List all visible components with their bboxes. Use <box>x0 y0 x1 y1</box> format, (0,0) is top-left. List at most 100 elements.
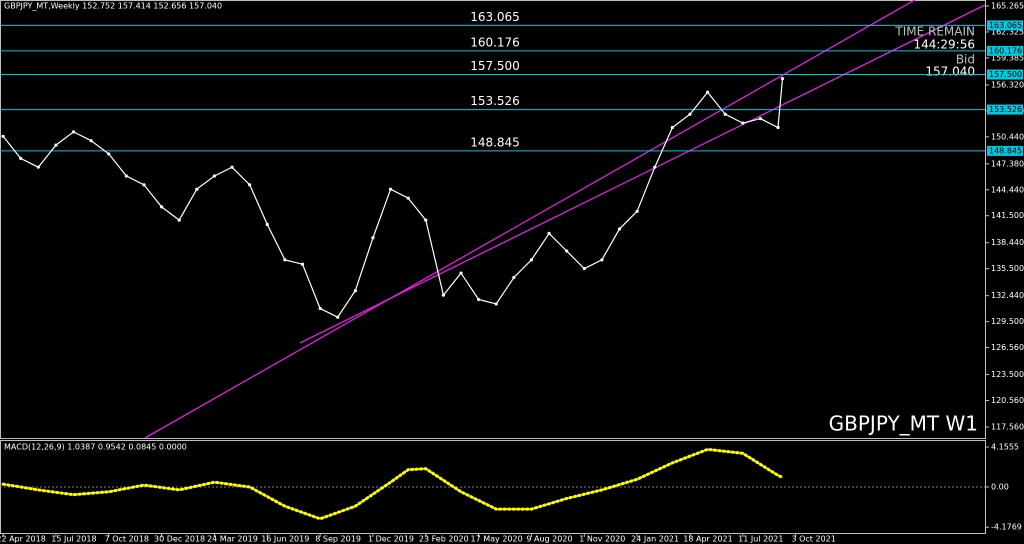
x-tick-label: 30 Dec 2018 <box>154 535 205 544</box>
macd-tick-label: 4.1555 <box>991 442 1019 451</box>
time-remain-label: TIME REMAIN <box>894 25 975 39</box>
price-point <box>248 183 252 187</box>
y-tick-label: 135.500 <box>991 264 1024 273</box>
price-level-tag <box>987 145 1023 156</box>
y-tick-label: 123.500 <box>991 370 1024 379</box>
price-point <box>300 262 305 266</box>
price-point <box>195 187 199 191</box>
price-point <box>283 258 287 262</box>
price-point <box>406 196 410 200</box>
macd-signal <box>1 447 784 521</box>
price-point <box>265 222 269 227</box>
price-point <box>670 125 674 130</box>
y-tick-label: 129.500 <box>991 317 1024 326</box>
price-point <box>71 130 76 134</box>
price-point <box>494 302 498 306</box>
x-tick-label: 8 Sep 2019 <box>315 535 361 544</box>
price-point <box>36 165 40 169</box>
price-point <box>582 267 586 271</box>
macd-tick-label: -4.1769 <box>991 523 1022 532</box>
price-point <box>230 165 234 169</box>
price-point <box>142 183 146 187</box>
bid-label: Bid <box>956 53 975 67</box>
x-tick-label: 3 Oct 2021 <box>791 535 835 544</box>
macd-label: MACD(12,26,9) 1.0387 0.9542 0.0845 0.000… <box>4 443 187 452</box>
price-point <box>780 76 785 81</box>
price-point <box>336 315 340 319</box>
price-point <box>776 125 780 130</box>
price-point <box>477 297 481 302</box>
price-point <box>54 143 58 147</box>
y-tick-label: 159.385 <box>991 53 1024 62</box>
x-tick-label: 1 Dec 2019 <box>368 535 414 544</box>
price-line <box>2 78 784 318</box>
price-point <box>565 249 569 253</box>
price-point <box>318 306 322 310</box>
y-tick-label: 147.380 <box>991 159 1024 168</box>
x-tick-label: 18 Apr 2021 <box>683 535 732 544</box>
price-level-label: 157.500 <box>470 59 520 73</box>
x-tick-label: 23 Feb 2020 <box>419 535 469 544</box>
price-point <box>424 218 428 222</box>
y-tick-label: 138.440 <box>991 238 1024 247</box>
x-tick-label: 9 Aug 2020 <box>526 535 572 544</box>
y-tick-label: 144.440 <box>991 185 1024 194</box>
price-level-tag-label: 148.845 <box>989 146 1022 155</box>
price-point <box>547 231 551 235</box>
watermark: GBPJPY_MT W1 <box>829 412 978 436</box>
x-tick-label: 16 Jun 2019 <box>261 535 309 544</box>
price-point <box>600 258 604 262</box>
price-point <box>19 156 23 160</box>
channel-line <box>299 4 986 344</box>
price-level-tag <box>987 104 1023 115</box>
price-point <box>388 187 393 191</box>
price-level-tag <box>987 20 1023 31</box>
price-point <box>512 275 516 280</box>
price-point <box>653 165 657 169</box>
price-point <box>741 121 745 125</box>
x-tick-label: 15 Jul 2018 <box>51 535 96 544</box>
price-level-tag <box>987 69 1023 80</box>
price-point <box>212 174 217 178</box>
price-level-tag-label: 153.526 <box>989 105 1022 114</box>
y-tick-label: 132.440 <box>991 291 1024 300</box>
price-level-label: 148.845 <box>470 135 520 149</box>
x-tick-label: 17 May 2020 <box>471 535 523 544</box>
x-tick-label: 22 Apr 2018 <box>0 535 46 544</box>
price-point <box>107 152 111 156</box>
x-tick-label: 24 Jan 2021 <box>631 535 679 544</box>
y-tick-label: 120.560 <box>991 396 1024 405</box>
y-tick-label: 150.440 <box>991 132 1024 141</box>
price-point <box>1 134 5 138</box>
price-point <box>371 236 375 240</box>
price-point <box>635 209 639 213</box>
y-tick-label: 117.560 <box>991 422 1024 431</box>
price-point <box>723 112 727 116</box>
main-pane <box>0 0 986 439</box>
y-tick-label: 126.560 <box>991 343 1024 352</box>
macd-tick-label: 0.00 <box>991 482 1009 491</box>
price-level-tag <box>987 45 1023 56</box>
price-point <box>89 139 93 143</box>
price-level-label: 163.065 <box>470 10 520 24</box>
price-level-label: 160.176 <box>470 35 520 49</box>
y-tick-label: 141.500 <box>991 211 1024 220</box>
price-point <box>617 227 622 231</box>
price-point <box>177 218 181 222</box>
y-tick-label: 165.265 <box>991 2 1024 11</box>
price-point <box>758 117 763 121</box>
x-tick-label: 24 Mar 2019 <box>207 535 258 544</box>
x-tick-label: 7 Oct 2018 <box>105 535 149 544</box>
price-point <box>529 258 534 262</box>
price-level-tag-label: 157.500 <box>989 70 1022 79</box>
price-point <box>688 112 692 116</box>
bid-value: 157.040 <box>925 65 975 79</box>
price-level-tag-label: 160.176 <box>989 46 1022 55</box>
price-point <box>353 289 357 293</box>
x-tick-label: 1 Nov 2020 <box>579 535 625 544</box>
price-level-tag-label: 163.065 <box>989 21 1022 30</box>
price-point <box>159 205 164 209</box>
